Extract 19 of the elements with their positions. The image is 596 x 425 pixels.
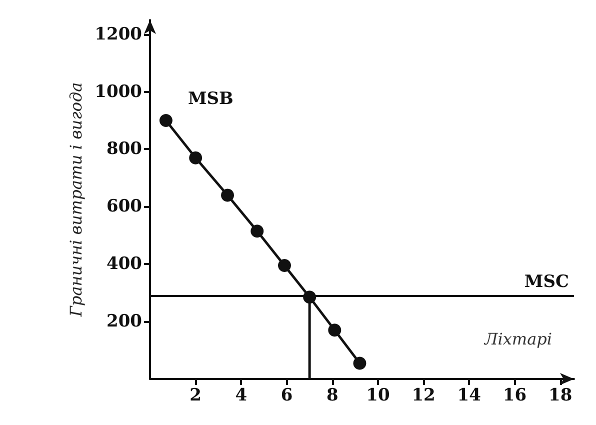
x-axis-title: Ліхтарі [483, 330, 552, 348]
y-tick-label: 800 [106, 139, 142, 160]
y-tick-label: 200 [106, 312, 142, 332]
y-tick-label: 1200 [94, 24, 142, 44]
y-axis-title: Граничні витрати і вигода [66, 82, 86, 318]
x-tick-label: 2 [190, 386, 202, 406]
y-tick-label: 600 [106, 196, 142, 217]
x-tick-label: 16 [502, 386, 527, 406]
x-tick-label: 6 [280, 386, 293, 406]
x-tick-label: 18 [548, 386, 572, 406]
y-tick-label: 1000 [94, 82, 142, 102]
y-tick-label: 400 [106, 254, 142, 274]
x-tick-label: 8 [326, 386, 338, 406]
x-tick-label: 10 [366, 386, 390, 406]
series-label: MSB [188, 89, 234, 110]
x-tick-label: 4 [235, 386, 248, 406]
ref-line-label: MSC [524, 272, 569, 292]
x-tick-label: 14 [457, 386, 482, 406]
x-tick-label: 12 [412, 386, 436, 406]
